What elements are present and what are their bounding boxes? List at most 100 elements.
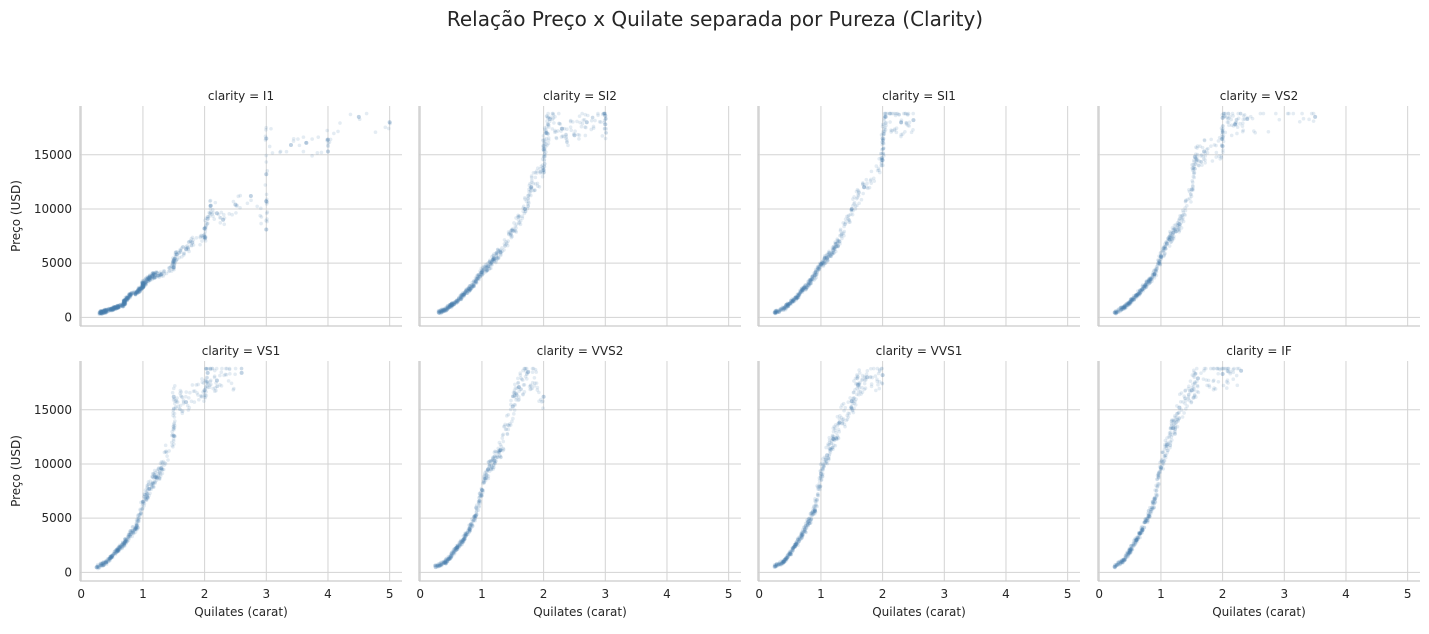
data-point xyxy=(219,370,224,375)
data-point xyxy=(107,306,112,311)
data-point xyxy=(139,284,143,288)
data-point xyxy=(1201,377,1206,381)
data-point xyxy=(442,307,446,312)
data-point xyxy=(152,275,157,279)
data-point xyxy=(198,242,202,247)
data-point xyxy=(539,164,544,169)
data-point xyxy=(142,281,146,285)
data-point xyxy=(1196,390,1201,395)
data-point xyxy=(849,206,854,211)
data-point xyxy=(186,246,191,251)
data-point xyxy=(808,277,813,282)
data-point xyxy=(157,273,161,278)
data-point xyxy=(813,270,818,274)
data-point xyxy=(822,255,827,260)
data-point xyxy=(788,302,793,306)
data-point xyxy=(209,382,213,387)
data-point xyxy=(786,304,791,308)
data-point xyxy=(145,277,150,282)
data-point xyxy=(559,126,564,131)
data-point xyxy=(523,206,528,211)
data-point xyxy=(452,301,456,306)
data-point xyxy=(465,291,470,295)
data-point xyxy=(172,442,176,446)
data-point xyxy=(222,216,227,220)
data-point xyxy=(1250,116,1255,121)
data-point xyxy=(503,244,507,248)
data-point xyxy=(102,310,106,315)
data-point xyxy=(869,169,874,174)
data-point xyxy=(233,202,238,207)
data-point xyxy=(146,275,150,280)
data-point xyxy=(775,309,780,314)
data-point xyxy=(1121,305,1126,310)
data-point xyxy=(113,305,117,310)
data-point xyxy=(902,111,906,116)
data-point xyxy=(440,308,445,313)
data-point xyxy=(150,275,155,279)
data-point xyxy=(807,281,812,285)
data-point xyxy=(265,169,270,173)
data-point xyxy=(529,174,534,178)
data-point xyxy=(1114,311,1119,315)
data-point xyxy=(133,292,138,297)
data-point xyxy=(1113,311,1118,315)
data-point xyxy=(803,285,808,290)
data-point xyxy=(440,309,444,314)
data-point xyxy=(860,377,865,381)
data-point xyxy=(482,266,487,271)
data-point xyxy=(481,267,486,272)
data-point xyxy=(496,256,501,260)
data-point xyxy=(185,245,190,250)
data-point xyxy=(1179,226,1184,230)
data-point xyxy=(468,288,472,293)
data-point xyxy=(528,181,532,186)
data-point xyxy=(517,214,521,218)
data-point xyxy=(529,186,534,191)
data-point xyxy=(799,290,804,294)
data-point xyxy=(387,120,392,125)
data-point xyxy=(173,250,178,255)
data-point xyxy=(451,302,456,307)
data-point xyxy=(456,298,460,303)
data-point xyxy=(136,287,140,292)
data-point xyxy=(441,309,446,313)
data-point xyxy=(147,273,152,277)
data-point xyxy=(100,309,105,314)
data-point xyxy=(445,304,450,308)
data-point xyxy=(472,279,477,284)
data-point xyxy=(449,301,454,306)
data-point xyxy=(448,302,453,307)
x-tick-label: 3 xyxy=(940,587,948,601)
data-point xyxy=(133,292,138,296)
data-point xyxy=(452,301,457,306)
data-point xyxy=(179,394,184,399)
scatter-points xyxy=(772,366,885,569)
data-point xyxy=(1119,306,1124,311)
data-point xyxy=(526,193,531,198)
data-point xyxy=(542,154,546,158)
data-point xyxy=(124,297,128,302)
data-point xyxy=(530,366,535,371)
data-point xyxy=(467,288,472,293)
data-point xyxy=(171,439,176,443)
data-point xyxy=(159,468,164,472)
data-point xyxy=(460,292,465,297)
data-point xyxy=(1118,305,1123,310)
data-point xyxy=(454,298,459,303)
data-point xyxy=(449,301,454,306)
data-point xyxy=(153,272,157,276)
data-point xyxy=(879,133,884,137)
data-point xyxy=(450,301,454,306)
data-point xyxy=(544,150,548,154)
data-point xyxy=(516,214,520,219)
data-point xyxy=(819,263,823,268)
data-point xyxy=(152,275,156,280)
data-point xyxy=(519,387,523,392)
data-point xyxy=(111,305,116,309)
data-point xyxy=(236,194,241,199)
data-point xyxy=(137,287,141,292)
data-point xyxy=(479,270,484,275)
data-point xyxy=(112,306,116,310)
